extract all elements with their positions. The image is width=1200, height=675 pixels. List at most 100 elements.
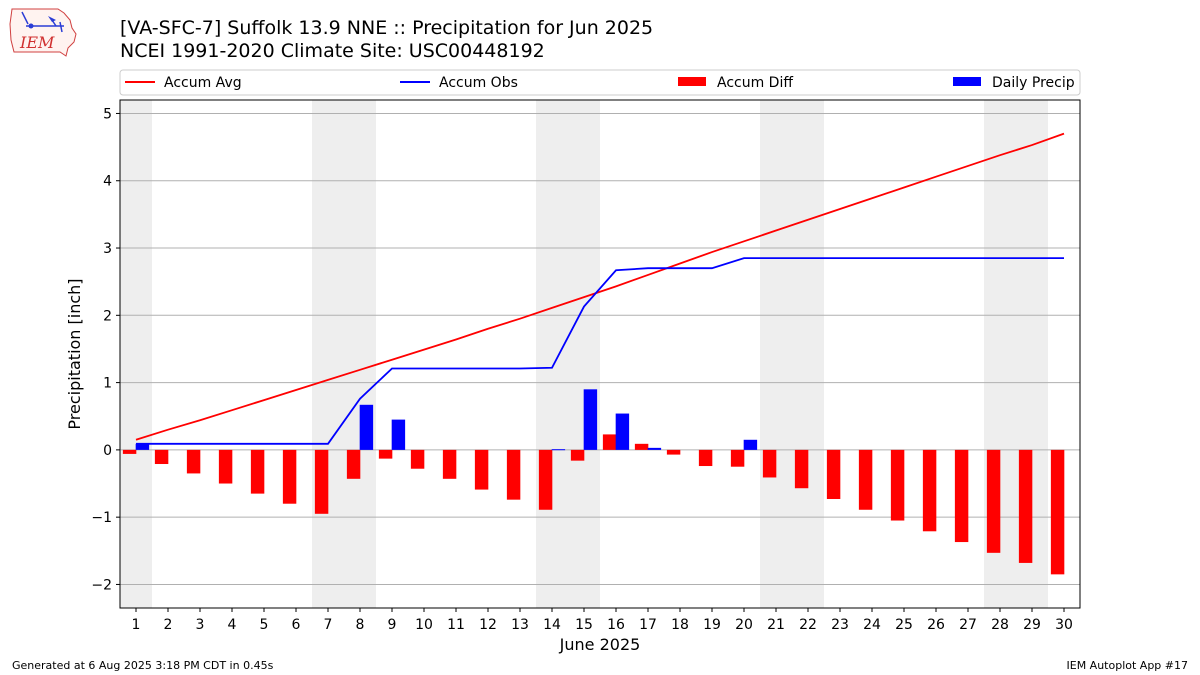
accum-diff-bar (346, 449, 361, 479)
legend: Accum Avg Accum Obs Accum Diff Daily Precip (119, 69, 1081, 96)
weekend-band (792, 100, 824, 608)
accum-diff-bar (954, 449, 969, 543)
x-tick-label: 27 (959, 617, 977, 633)
weekend-band (120, 100, 152, 608)
weekend-shading (120, 100, 1048, 608)
x-tick-label: 1 (132, 617, 141, 633)
y-tick-label: 4 (103, 174, 112, 190)
accum-diff-bar (218, 449, 233, 484)
x-tick-label: 28 (991, 617, 1009, 633)
accum-diff-bar (698, 449, 713, 467)
legend-box (119, 69, 1081, 96)
x-tick-label: 10 (415, 617, 433, 633)
y-axis-label: Precipitation [inch] (65, 278, 84, 429)
accum-diff-bar (890, 449, 905, 521)
weekend-band (536, 100, 568, 608)
y-tick-label: 5 (103, 106, 112, 122)
x-tick-label: 11 (447, 617, 465, 633)
accum-diff-bar (282, 449, 297, 504)
x-axis: 1 2 3 4 5 6 7 8 9 10 11 12 13 14 15 16 17 18 19 20 21 22 23 24 2… (132, 608, 1073, 633)
accum-diff-bar (410, 449, 425, 469)
weekend-band (344, 100, 376, 608)
accum-diff-bar (762, 449, 777, 478)
x-tick-label: 13 (511, 617, 529, 633)
x-tick-label: 16 (607, 617, 625, 633)
accum-diff-bar (250, 449, 265, 494)
chart-subtitle: NCEI 1991-2020 Climate Site: USC00448192 (120, 40, 545, 62)
weekend-band (312, 100, 344, 608)
x-tick-label: 25 (895, 617, 913, 633)
accum-diff-bar (1050, 449, 1065, 575)
x-tick-label: 5 (260, 617, 269, 633)
plot-frame (119, 99, 1081, 609)
x-tick-label: 6 (292, 617, 301, 633)
accum-avg-line (135, 132, 1065, 441)
legend-swatch-daily-precip (953, 77, 981, 86)
daily-precip-bar (551, 449, 566, 451)
accum-diff-bar (666, 449, 681, 455)
y-tick-label: 3 (103, 241, 112, 257)
y-tick-label: 2 (103, 308, 112, 324)
x-tick-label: 18 (671, 617, 689, 633)
accum-diff-bar (794, 449, 809, 489)
accum-diff-bar (154, 449, 169, 465)
x-tick-label: 8 (356, 617, 365, 633)
iem-logo: IEM (8, 6, 80, 58)
app-note: IEM Autoplot App #17 (1066, 659, 1189, 672)
generated-note: Generated at 6 Aug 2025 3:18 PM CDT in 0… (12, 659, 274, 672)
daily-precip-bar (359, 404, 374, 450)
weekend-band (568, 100, 600, 608)
accum-diff-bar (506, 449, 521, 500)
x-tick-label: 3 (196, 617, 205, 633)
x-tick-label: 4 (228, 617, 237, 633)
accum-diff-bar (922, 449, 937, 532)
x-tick-label: 9 (388, 617, 397, 633)
legend-label-accum-avg: Accum Avg (164, 75, 242, 91)
accum-diff-bar (538, 449, 553, 510)
daily-precip-bar (583, 389, 598, 450)
x-tick-label: 21 (767, 617, 785, 633)
x-tick-label: 7 (324, 617, 333, 633)
y-tick-label: −1 (91, 510, 112, 526)
x-tick-label: 30 (1055, 617, 1073, 633)
y-axis: −2 −1 0 1 2 3 4 5 (91, 106, 120, 593)
accum-diff-bar (1018, 449, 1033, 563)
x-axis-label: June 2025 (559, 635, 641, 654)
daily-precip-bar (135, 443, 150, 450)
accum-diff-bar (122, 449, 137, 454)
x-tick-label: 12 (479, 617, 497, 633)
legend-label-accum-obs: Accum Obs (439, 75, 518, 91)
accum-diff-bar (826, 449, 841, 499)
y-tick-label: 1 (103, 376, 112, 392)
accum-diff-bar (858, 449, 873, 510)
x-tick-label: 26 (927, 617, 945, 633)
accum-diff-bar (442, 449, 457, 479)
line-series (135, 132, 1065, 445)
accum-diff-bar (570, 449, 585, 461)
legend-label-accum-diff: Accum Diff (717, 75, 793, 91)
x-tick-label: 29 (1023, 617, 1041, 633)
bar-series (122, 389, 1065, 575)
x-tick-label: 14 (543, 617, 561, 633)
chart-title: [VA-SFC-7] Suffolk 13.9 NNE :: Precipita… (120, 17, 654, 39)
y-tick-label: −2 (91, 577, 112, 593)
accum-obs-line (136, 257, 1064, 445)
x-tick-label: 23 (831, 617, 849, 633)
daily-precip-bar (615, 413, 630, 450)
y-tick-label: 0 (103, 443, 112, 459)
x-tick-label: 24 (863, 617, 881, 633)
accum-diff-bar (314, 449, 329, 514)
x-tick-label: 20 (735, 617, 753, 633)
accum-diff-bar (602, 434, 617, 450)
legend-swatch-accum-diff (678, 77, 706, 86)
accum-diff-bar (730, 449, 745, 467)
x-tick-label: 15 (575, 617, 593, 633)
accum-diff-bar (474, 449, 489, 490)
daily-precip-bar (391, 419, 406, 450)
accum-diff-bar (634, 443, 649, 450)
daily-precip-bar (743, 439, 758, 450)
legend-label-daily-precip: Daily Precip (992, 75, 1075, 91)
y-gridlines (120, 112, 1080, 585)
x-tick-label: 17 (639, 617, 657, 633)
